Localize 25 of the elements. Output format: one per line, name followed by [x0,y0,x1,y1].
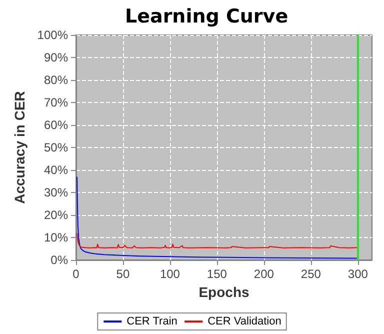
y-tick-label: 50% [44,140,68,154]
y-axis-title: Accuracy in CER [11,91,28,204]
legend-label: CER Train [126,316,178,328]
line-series [76,176,358,259]
x-tick-label: 300 [348,267,368,281]
x-tick-label: 0 [72,267,80,281]
x-tick-label: 150 [206,267,228,281]
y-tick-label: 90% [44,50,68,64]
x-axis-title: Epochs [198,284,250,300]
y-tick-label: 60% [44,118,68,132]
y-tick-label: 70% [44,96,68,110]
y-tick-label: 80% [44,73,68,87]
x-tick-label: 200 [254,267,274,281]
x-tick-label: 100 [160,267,180,281]
chart-title: Learning Curve [125,6,288,28]
x-tick-label: 250 [300,267,322,281]
y-tick-label: 100% [37,28,68,42]
y-tick-label: 0% [50,253,68,267]
y-tick-label: 30% [44,186,68,200]
y-tick-label: 20% [44,208,68,222]
x-tick-label: 50 [116,267,130,281]
line-series [76,232,358,248]
legend-label: CER Validation [208,316,282,328]
y-tick-label: 10% [44,230,68,244]
y-tick-label: 40% [44,163,68,177]
